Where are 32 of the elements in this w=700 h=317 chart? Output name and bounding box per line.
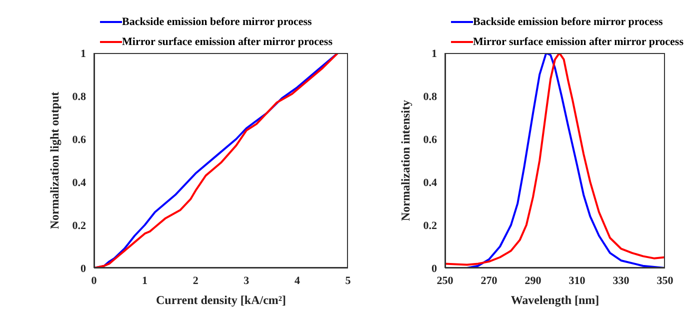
x-tick-label: 2	[192, 274, 199, 287]
legend-label: Mirror surface emission after mirror process	[473, 36, 684, 48]
x-axis-title: Wavelength [nm]	[510, 293, 600, 307]
x-tick-label: 0	[91, 274, 98, 287]
legend-label: Backside emission before mirror process	[473, 16, 663, 28]
x-tick-label: 290	[524, 274, 542, 287]
y-tick-label: 0.8	[423, 90, 438, 103]
legend-label: Mirror surface emission after mirror process	[122, 36, 332, 48]
y-tick-label: 1	[80, 48, 86, 60]
x-tick-label: 310	[568, 274, 586, 287]
x-tick-label: 350	[656, 274, 674, 287]
y-axis-title: Normalization light output	[47, 92, 62, 230]
legend-label: Backside emission before mirror process	[122, 16, 312, 28]
x-tick-label: 270	[480, 274, 498, 287]
y-tick-label: 0.8	[72, 90, 86, 103]
x-tick-label: 5	[345, 274, 352, 287]
y-tick-label: 0.4	[72, 176, 86, 189]
y-tick-label: 0.2	[423, 220, 438, 232]
y-tick-label: 0	[432, 262, 438, 275]
x-tick-label: 330	[612, 274, 630, 287]
y-tick-label: 0	[80, 262, 86, 275]
y-tick-label: 0.6	[72, 134, 86, 146]
x-tick-label: 1	[142, 274, 148, 287]
y-tick-label: 0.4	[423, 176, 438, 189]
x-tick-label: 4	[294, 274, 300, 287]
x-axis-title: Current density [kA/cm²]	[156, 293, 286, 307]
y-tick-label: 0.6	[423, 134, 438, 146]
y-axis-title: Normalization intensity	[398, 100, 412, 221]
x-tick-label: 3	[244, 274, 250, 287]
x-tick-label: 250	[436, 274, 454, 287]
y-tick-label: 0.2	[72, 220, 86, 232]
y-tick-label: 1	[432, 48, 437, 60]
